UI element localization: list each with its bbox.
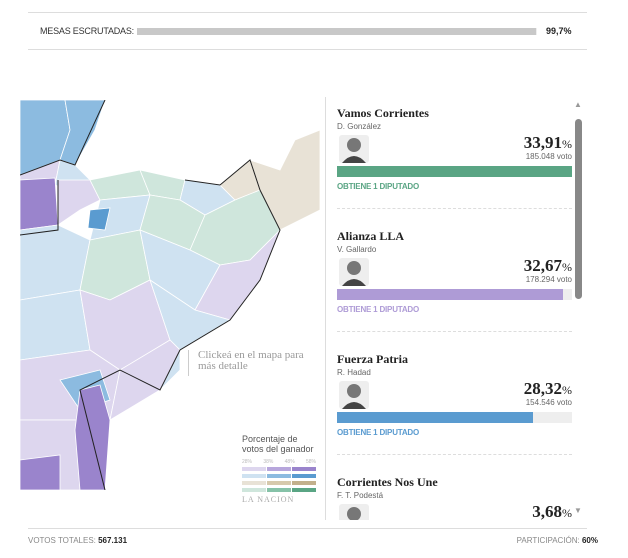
candidate-name: F. T. Podestá xyxy=(337,491,384,500)
candidate-votes: 178.294 voto xyxy=(525,275,572,284)
legend-tick: 28% xyxy=(242,459,253,465)
legend-swatch xyxy=(242,481,266,485)
candidate-percentage: 3,68% xyxy=(532,502,572,520)
legend-swatch xyxy=(267,467,291,471)
mesas-value: 99,7% xyxy=(546,26,572,36)
vote-bar xyxy=(337,289,572,300)
legend-swatch xyxy=(267,488,291,492)
votos-totales: VOTOS TOTALES: 567.131 xyxy=(28,536,127,546)
mesas-progress-fill xyxy=(137,28,536,35)
percentage-value: 32,67 xyxy=(523,256,562,275)
legend-row xyxy=(242,488,316,492)
candidate-photo xyxy=(339,504,369,520)
list-scrollbar[interactable]: ▲ ▼ xyxy=(574,100,584,520)
legend-swatch xyxy=(292,474,316,478)
candidates-list[interactable]: Vamos Corrientes D. González 33,91% 185.… xyxy=(325,97,585,520)
candidate-name: V. Gallardo xyxy=(337,245,377,254)
map-region xyxy=(20,177,59,231)
province-map[interactable] xyxy=(20,100,325,490)
candidate-card[interactable]: Corrientes Nos Une F. T. Podestá 3,68% 2… xyxy=(337,472,572,520)
legend-tick: 48% xyxy=(284,459,295,465)
candidate-name: R. Hadad xyxy=(337,368,371,377)
la-nacion-logo: LA NACION xyxy=(242,495,295,504)
candidate-photo xyxy=(339,381,369,409)
vote-bar-fill xyxy=(337,412,534,423)
legend-tick: 58% xyxy=(305,459,316,465)
vote-bar xyxy=(337,166,572,177)
header-divider xyxy=(28,49,587,50)
percentage-value: 3,68 xyxy=(532,502,562,520)
candidate-votes: 154.546 voto xyxy=(525,398,572,407)
footer-divider xyxy=(28,528,587,529)
percentage-value: 28,32 xyxy=(523,379,562,398)
legend-swatch xyxy=(292,481,316,485)
candidate-card[interactable]: Fuerza Patria R. Hadad 28,32% 154.546 vo… xyxy=(337,349,572,455)
candidate-votes: 185.048 voto xyxy=(525,152,572,161)
legend-title: Porcentaje de votos del ganador xyxy=(242,434,314,454)
candidate-name: D. González xyxy=(337,122,382,131)
candidate-photo xyxy=(339,258,369,286)
separator xyxy=(337,454,572,455)
legend-row xyxy=(242,467,316,471)
mesas-label: MESAS ESCRUTADAS: xyxy=(40,26,134,36)
candidate-percentage: 32,67% xyxy=(523,256,572,275)
legend-swatch xyxy=(267,481,291,485)
vote-bar xyxy=(337,412,572,423)
mesas-progress-bar xyxy=(137,28,537,35)
percentage-value: 33,91 xyxy=(523,133,562,152)
seat-label: OBTIENE 1 DIPUTADO xyxy=(337,428,420,437)
top-divider xyxy=(28,12,587,13)
participacion-label: PARTICIPACIÓN: xyxy=(516,536,580,545)
legend-swatch xyxy=(242,488,266,492)
map-legend: Porcentaje de votos del ganador 28% 38% … xyxy=(242,434,316,504)
legend-tick: 38% xyxy=(263,459,274,465)
legend-swatch xyxy=(267,474,291,478)
seat-label: OBTIENE 1 DIPUTADO xyxy=(337,182,420,191)
separator xyxy=(337,208,572,209)
map-region xyxy=(74,384,111,490)
participacion: PARTICIPACIÓN: 60% xyxy=(517,536,598,546)
legend-swatch xyxy=(242,467,266,471)
legend-swatch xyxy=(292,467,316,471)
map-region xyxy=(20,224,91,301)
seat-label: OBTIENE 1 DIPUTADO xyxy=(337,305,420,314)
candidate-percentage: 33,91% xyxy=(523,133,572,152)
legend-swatch xyxy=(242,474,266,478)
map-hint: Clickeá en el mapa para más detalle xyxy=(198,349,304,372)
participacion-value: 60% xyxy=(581,536,598,545)
candidate-card[interactable]: Vamos Corrientes D. González 33,91% 185.… xyxy=(337,103,572,209)
vote-bar-fill xyxy=(337,166,572,177)
candidate-percentage: 28,32% xyxy=(523,379,572,398)
totales-label: VOTOS TOTALES: xyxy=(28,536,96,545)
map-region xyxy=(20,454,61,490)
totales-value: 567.131 xyxy=(98,536,128,545)
map-region xyxy=(20,289,91,361)
party-name: Fuerza Patria xyxy=(337,352,408,366)
legend-swatch xyxy=(292,488,316,492)
scroll-down-icon[interactable]: ▼ xyxy=(574,506,582,515)
party-name: Corrientes Nos Une xyxy=(337,475,438,489)
vote-bar-fill xyxy=(337,289,564,300)
map-region xyxy=(87,207,111,231)
hint-line xyxy=(188,350,189,376)
party-name: Vamos Corrientes xyxy=(337,106,429,120)
scroll-up-icon[interactable]: ▲ xyxy=(574,100,582,109)
party-name: Alianza LLA xyxy=(337,229,405,243)
scroll-thumb[interactable] xyxy=(575,119,582,299)
candidate-photo xyxy=(339,135,369,163)
legend-row xyxy=(242,474,316,478)
candidate-card[interactable]: Alianza LLA V. Gallardo 32,67% 178.294 v… xyxy=(337,226,572,332)
separator xyxy=(337,331,572,332)
legend-row xyxy=(242,481,316,485)
